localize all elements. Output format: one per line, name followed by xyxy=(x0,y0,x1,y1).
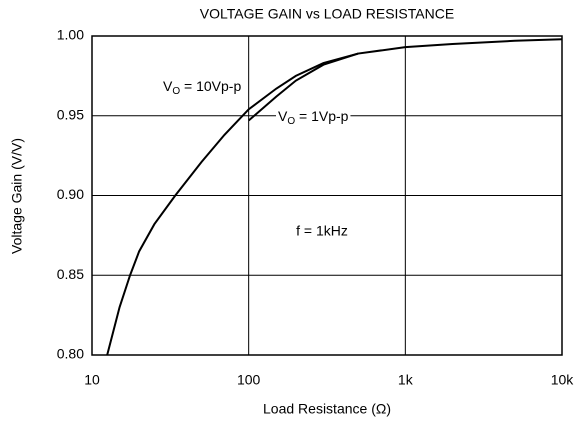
x-tick-label: 10 xyxy=(84,372,100,388)
y-tick-label: 0.90 xyxy=(57,186,84,202)
annotation: f = 1kHz xyxy=(296,223,348,239)
series-label-part: V xyxy=(163,78,173,94)
chart-title: VOLTAGE GAIN vs LOAD RESISTANCE xyxy=(200,6,454,22)
y-tick-label: 0.95 xyxy=(57,106,84,122)
series-label-part: O xyxy=(287,116,295,127)
y-axis-label: Voltage Gain (V/V) xyxy=(9,138,25,254)
series-label-part: = 1Vp-p xyxy=(295,108,349,124)
plot-frame xyxy=(91,35,563,356)
series-label: VO = 10Vp-p xyxy=(163,78,241,97)
series-label-part: O xyxy=(172,86,180,97)
series-label: VO = 1Vp-p xyxy=(278,108,349,127)
x-tick-label: 100 xyxy=(237,372,261,388)
x-tick-label: 10k xyxy=(551,372,575,388)
x-axis-label: Load Resistance (Ω) xyxy=(263,401,391,417)
x-tick-label: 1k xyxy=(398,372,414,388)
y-tick-label: 0.80 xyxy=(57,346,84,362)
line xyxy=(248,52,359,122)
y-tick-label: 0.85 xyxy=(57,266,84,282)
y-tick-label: 1.00 xyxy=(57,27,84,43)
line xyxy=(106,38,563,356)
label-background xyxy=(276,108,351,128)
series-label-part: V xyxy=(278,108,288,124)
series-label-part: = 10Vp-p xyxy=(180,78,241,94)
